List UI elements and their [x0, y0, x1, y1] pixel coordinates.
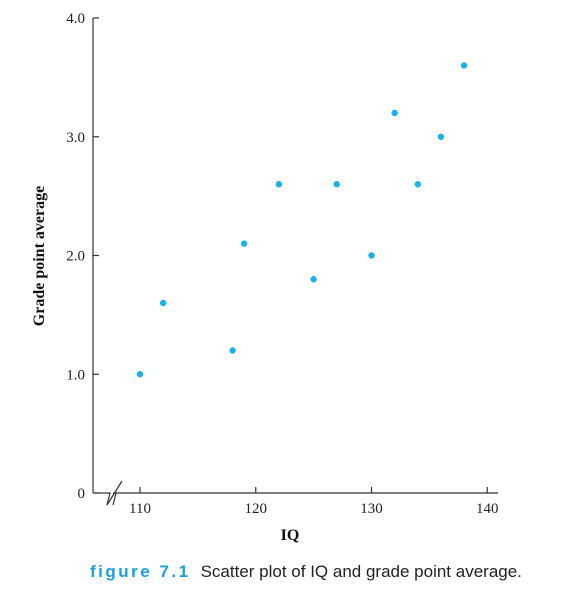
data-point: [414, 181, 421, 188]
y-axis-label: Grade point average: [31, 186, 48, 326]
figure-caption: figure 7.1 Scatter plot of IQ and grade p…: [90, 562, 522, 582]
data-point: [275, 181, 283, 188]
data-point: [368, 252, 375, 259]
y-tick-label: 2.0: [66, 249, 85, 265]
figure-number: figure 7.1: [90, 562, 191, 581]
x-tick-label: 140: [476, 501, 499, 517]
x-tick-label: 110: [129, 501, 151, 517]
y-tick-label: 0: [78, 486, 86, 502]
data-point: [229, 347, 236, 354]
data-point: [460, 62, 468, 69]
axes: [92, 18, 498, 506]
x-tick-label: 130: [360, 501, 383, 517]
data-point: [240, 240, 248, 247]
y-tick-label: 1.0: [66, 367, 85, 383]
data-point: [437, 133, 445, 140]
x-axis-label: IQ: [281, 527, 300, 544]
scatter-chart: 0 1.0 2.0 3.0 4.0 110 120 130 140 IQ Grade point…: [31, 11, 499, 544]
x-tick-label: 120: [245, 501, 268, 517]
axis-break-mark-1: [106, 492, 111, 506]
ticks: 0 1.0 2.0 3.0 4.0 110 120 130 140: [66, 11, 498, 517]
y-tick-label: 4.0: [66, 11, 85, 27]
data-point: [159, 299, 167, 307]
data-points: [136, 62, 468, 378]
data-point: [391, 109, 398, 117]
axis-break-slash: [106, 480, 123, 506]
data-point: [310, 276, 317, 283]
data-point: [136, 371, 144, 378]
caption-text: Scatter plot of IQ and grade point avera…: [200, 562, 522, 581]
data-point: [333, 181, 340, 188]
y-tick-label: 3.0: [66, 130, 85, 146]
